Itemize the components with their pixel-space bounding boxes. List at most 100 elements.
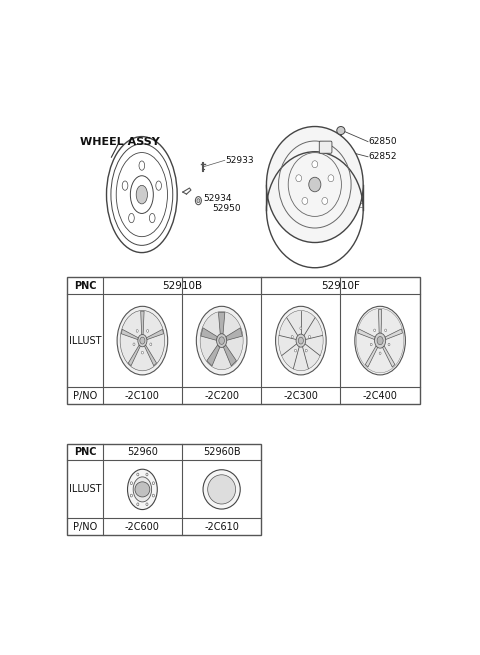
Polygon shape: [146, 329, 164, 340]
Circle shape: [150, 343, 152, 346]
Circle shape: [216, 334, 227, 347]
Circle shape: [384, 329, 386, 331]
Circle shape: [137, 473, 139, 476]
Circle shape: [152, 482, 155, 485]
Ellipse shape: [328, 175, 334, 181]
Text: PNC: PNC: [74, 447, 96, 457]
Circle shape: [300, 327, 302, 329]
Circle shape: [355, 307, 406, 375]
Ellipse shape: [208, 475, 236, 504]
Text: 52933: 52933: [226, 156, 254, 165]
Polygon shape: [128, 345, 140, 365]
Circle shape: [295, 349, 297, 352]
Text: P/NO: P/NO: [73, 390, 97, 401]
Circle shape: [196, 307, 247, 375]
Ellipse shape: [266, 126, 363, 242]
Text: WHEEL ASSY: WHEEL ASSY: [81, 137, 160, 147]
Circle shape: [296, 334, 306, 347]
Circle shape: [356, 309, 404, 373]
Polygon shape: [358, 329, 375, 339]
Circle shape: [142, 351, 144, 354]
Ellipse shape: [156, 181, 161, 191]
Text: 62852: 62852: [369, 152, 397, 161]
Polygon shape: [218, 312, 225, 334]
FancyBboxPatch shape: [319, 141, 332, 153]
Polygon shape: [365, 346, 378, 367]
Circle shape: [374, 333, 385, 348]
Polygon shape: [383, 346, 395, 367]
Circle shape: [131, 494, 132, 497]
Ellipse shape: [129, 214, 134, 223]
Text: 62850: 62850: [369, 137, 397, 146]
Polygon shape: [379, 309, 382, 333]
Circle shape: [133, 343, 135, 346]
Circle shape: [305, 349, 307, 352]
Ellipse shape: [139, 161, 144, 170]
Circle shape: [137, 503, 139, 506]
Bar: [67, 277, 420, 404]
Ellipse shape: [302, 197, 308, 204]
Circle shape: [200, 312, 243, 370]
Circle shape: [373, 329, 375, 331]
Text: -2C600: -2C600: [125, 522, 160, 532]
Text: -2C100: -2C100: [125, 390, 160, 401]
Circle shape: [117, 307, 168, 375]
Ellipse shape: [309, 178, 321, 192]
Text: ILLUST: ILLUST: [69, 335, 101, 346]
Circle shape: [140, 337, 145, 344]
Polygon shape: [223, 345, 237, 366]
Ellipse shape: [122, 181, 128, 191]
Text: 52910F: 52910F: [321, 280, 360, 291]
Text: 52960B: 52960B: [203, 447, 240, 457]
Circle shape: [291, 335, 293, 338]
Circle shape: [219, 337, 225, 345]
Ellipse shape: [136, 185, 147, 204]
Circle shape: [388, 343, 390, 346]
Polygon shape: [226, 328, 242, 341]
Circle shape: [120, 310, 165, 371]
Text: PNC: PNC: [74, 280, 96, 291]
Text: ℍ: ℍ: [216, 483, 227, 496]
Polygon shape: [207, 345, 220, 366]
Ellipse shape: [149, 214, 155, 223]
Ellipse shape: [337, 126, 345, 134]
Ellipse shape: [296, 175, 301, 181]
Circle shape: [146, 473, 148, 476]
Text: 52934: 52934: [203, 194, 232, 203]
Circle shape: [136, 329, 138, 332]
Polygon shape: [201, 328, 217, 341]
Circle shape: [370, 343, 372, 346]
Circle shape: [131, 482, 132, 485]
Circle shape: [197, 198, 200, 202]
Text: ILLUST: ILLUST: [69, 485, 101, 495]
Polygon shape: [121, 329, 138, 340]
Text: -2C610: -2C610: [204, 522, 239, 532]
Circle shape: [146, 503, 148, 506]
Circle shape: [276, 307, 326, 375]
Ellipse shape: [203, 470, 240, 509]
Bar: [67, 443, 261, 535]
Text: -2C200: -2C200: [204, 390, 239, 401]
Polygon shape: [141, 311, 144, 335]
Polygon shape: [385, 329, 402, 339]
Text: 52910B: 52910B: [162, 280, 202, 291]
Circle shape: [128, 469, 157, 510]
Text: P/NO: P/NO: [73, 522, 97, 532]
Circle shape: [138, 335, 147, 346]
Circle shape: [278, 310, 323, 371]
Circle shape: [377, 337, 383, 345]
Text: -2C300: -2C300: [283, 390, 318, 401]
Circle shape: [152, 494, 155, 497]
Ellipse shape: [322, 197, 328, 204]
Circle shape: [379, 352, 381, 354]
Ellipse shape: [135, 482, 150, 497]
Text: 52950: 52950: [213, 204, 241, 214]
Polygon shape: [144, 345, 156, 365]
Circle shape: [146, 329, 149, 332]
Circle shape: [133, 477, 152, 502]
Text: -2C400: -2C400: [363, 390, 397, 401]
Circle shape: [299, 337, 303, 344]
Ellipse shape: [312, 160, 318, 168]
Circle shape: [309, 335, 311, 338]
Text: 52960: 52960: [127, 447, 158, 457]
